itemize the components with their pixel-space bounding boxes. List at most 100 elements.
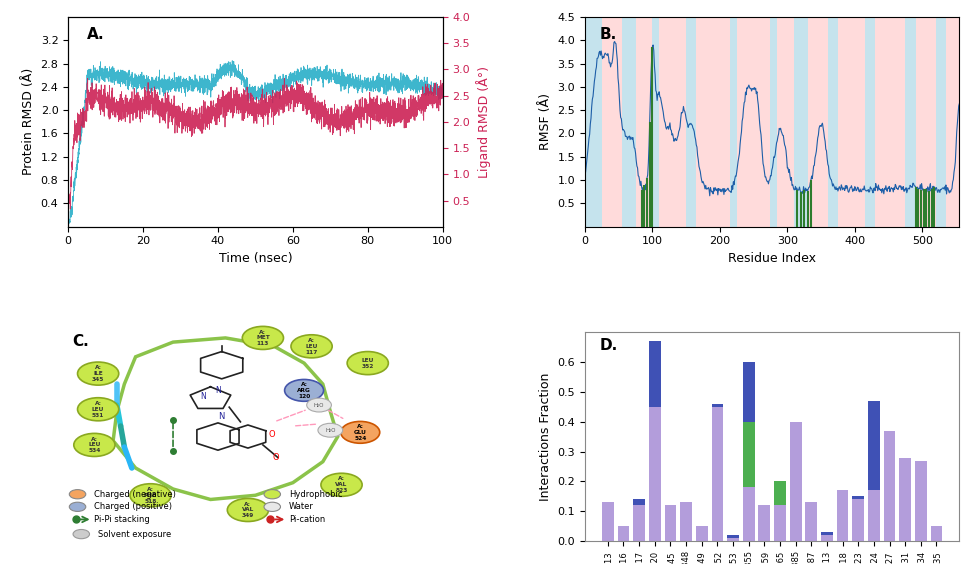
Text: A.: A. <box>87 28 104 42</box>
Text: LEU
352: LEU 352 <box>361 358 374 368</box>
Bar <box>852 500 864 541</box>
Bar <box>807 17 828 227</box>
Bar <box>696 17 730 227</box>
Bar <box>774 505 786 541</box>
Text: N: N <box>215 386 221 395</box>
Y-axis label: RMSF (Å): RMSF (Å) <box>539 93 552 151</box>
Bar <box>635 17 653 227</box>
Circle shape <box>321 473 362 496</box>
Y-axis label: Interactions Fraction: Interactions Fraction <box>539 372 552 501</box>
Bar <box>868 400 880 491</box>
Text: B.: B. <box>600 28 618 42</box>
Text: A:
LEU
117: A: LEU 117 <box>306 338 318 355</box>
X-axis label: Residue Index: Residue Index <box>729 252 816 265</box>
Circle shape <box>264 490 281 499</box>
Bar <box>736 17 770 227</box>
Bar <box>664 505 676 541</box>
Circle shape <box>69 502 86 512</box>
Circle shape <box>318 424 343 437</box>
Bar <box>821 532 833 535</box>
Circle shape <box>73 530 90 539</box>
Bar <box>868 491 880 541</box>
Circle shape <box>341 421 380 443</box>
Bar <box>602 503 614 541</box>
Bar <box>659 17 686 227</box>
Circle shape <box>74 433 115 456</box>
Circle shape <box>69 490 86 499</box>
Text: A:
PHE
518: A: PHE 518 <box>144 487 157 504</box>
Bar <box>930 526 943 541</box>
Bar <box>805 503 817 541</box>
Bar <box>865 17 875 227</box>
Bar <box>633 505 645 541</box>
Text: O: O <box>273 453 280 462</box>
Bar <box>695 526 707 541</box>
Bar <box>777 17 794 227</box>
Circle shape <box>130 484 171 507</box>
Bar <box>899 457 911 541</box>
Text: Solvent exposure: Solvent exposure <box>98 530 171 539</box>
Bar <box>774 482 786 505</box>
Circle shape <box>227 499 269 522</box>
Bar <box>728 539 739 541</box>
Circle shape <box>78 398 119 421</box>
Bar <box>875 17 906 227</box>
Text: Water: Water <box>289 503 314 512</box>
Bar <box>915 461 926 541</box>
Bar <box>906 17 916 227</box>
Bar <box>936 17 946 227</box>
X-axis label: Time (nsec): Time (nsec) <box>218 252 292 265</box>
Text: Pi-cation: Pi-cation <box>289 515 325 524</box>
Bar <box>821 535 833 541</box>
Bar <box>622 17 635 227</box>
Bar <box>649 407 660 541</box>
Text: A:
VAL
523: A: VAL 523 <box>335 477 348 493</box>
Bar <box>585 17 602 227</box>
Text: A:
ARG
120: A: ARG 120 <box>297 382 311 399</box>
Bar <box>759 505 770 541</box>
Circle shape <box>307 398 331 412</box>
Text: Charged (positive): Charged (positive) <box>94 503 172 512</box>
Bar <box>686 17 696 227</box>
Text: Hydrophobic: Hydrophobic <box>289 490 343 499</box>
Text: Charged (negative): Charged (negative) <box>94 490 176 499</box>
Circle shape <box>291 335 332 358</box>
Circle shape <box>78 362 119 385</box>
Bar <box>602 17 622 227</box>
Text: A:
LEU
531: A: LEU 531 <box>92 401 104 417</box>
Text: D.: D. <box>600 338 618 353</box>
Text: O: O <box>269 430 276 439</box>
Bar <box>794 17 807 227</box>
Bar <box>633 500 645 505</box>
Circle shape <box>243 327 283 350</box>
Bar <box>770 17 777 227</box>
Circle shape <box>284 380 323 402</box>
Bar <box>680 503 692 541</box>
Bar <box>649 341 660 407</box>
Bar <box>838 17 865 227</box>
Bar <box>743 362 755 421</box>
Text: H₂O: H₂O <box>325 428 336 433</box>
Text: Pi-Pi stacking: Pi-Pi stacking <box>94 515 150 524</box>
Bar <box>743 487 755 541</box>
Text: A:
LEU
534: A: LEU 534 <box>89 437 100 453</box>
Bar <box>852 496 864 500</box>
Bar <box>730 17 736 227</box>
Bar <box>712 404 724 407</box>
Y-axis label: Protein RMSD (Å): Protein RMSD (Å) <box>22 68 35 175</box>
Text: H₂O: H₂O <box>314 403 324 408</box>
Text: A:
MET
113: A: MET 113 <box>256 329 270 346</box>
Bar <box>916 17 936 227</box>
Text: A:
GLU
524: A: GLU 524 <box>354 424 366 440</box>
Bar <box>828 17 838 227</box>
Bar <box>712 407 724 541</box>
Bar <box>743 421 755 487</box>
Bar <box>883 430 895 541</box>
Y-axis label: Ligand RMSD (Å°): Ligand RMSD (Å°) <box>475 66 491 178</box>
Bar <box>728 535 739 539</box>
Bar <box>946 17 959 227</box>
Bar <box>618 526 629 541</box>
Circle shape <box>264 502 281 512</box>
Text: C.: C. <box>72 334 89 349</box>
Text: N: N <box>218 412 225 421</box>
